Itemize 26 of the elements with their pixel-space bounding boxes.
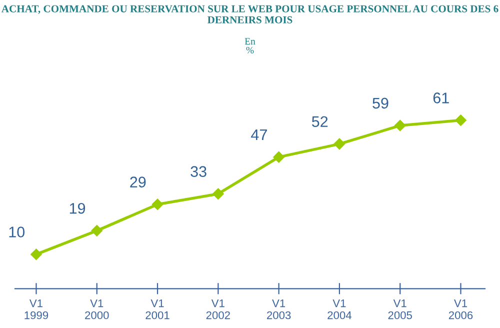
chart-title: ACHAT, COMMANDE OU RESERVATION SUR LE WEB POUR USAGE PERSONNEL AU COURS DES 6 DERNEIRS MOIS bbox=[1, 5, 498, 24]
x-tick-label: V1 2004 bbox=[328, 299, 352, 320]
data-label: 59 bbox=[372, 98, 388, 109]
data-label: 29 bbox=[130, 176, 146, 188]
data-label: 52 bbox=[312, 116, 328, 128]
point bbox=[30, 248, 42, 260]
x-tick-label: V1 2006 bbox=[448, 299, 473, 320]
x-tick-label: V1 1999 bbox=[24, 299, 48, 320]
point bbox=[273, 151, 284, 163]
point bbox=[212, 188, 224, 200]
point bbox=[91, 225, 102, 236]
chart-subtitle: En % bbox=[244, 38, 256, 54]
point bbox=[152, 198, 164, 210]
data-label: 61 bbox=[433, 92, 449, 104]
x-tick-label: V1 2001 bbox=[146, 299, 170, 320]
data-label: 33 bbox=[190, 166, 206, 177]
point bbox=[394, 120, 406, 132]
x-tick-label: V1 2005 bbox=[388, 299, 412, 320]
x-tick-label: V1 2002 bbox=[206, 299, 230, 320]
x-tick-label: V1 2003 bbox=[267, 299, 291, 320]
point bbox=[334, 138, 346, 150]
data-label: 19 bbox=[70, 202, 86, 214]
data-label: 10 bbox=[9, 226, 25, 238]
point bbox=[455, 114, 466, 126]
x-tick-label: V1 2000 bbox=[85, 299, 109, 320]
data-label: 47 bbox=[251, 130, 267, 140]
